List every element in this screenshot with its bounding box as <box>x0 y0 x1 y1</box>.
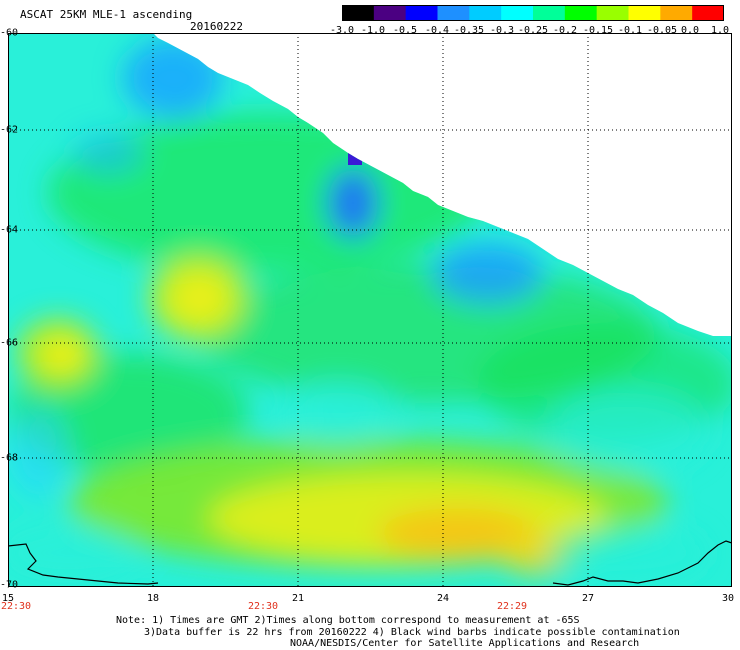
colorbar-tick: -3.0 <box>329 25 355 36</box>
lat-label: -70 <box>0 579 19 591</box>
colorbar-segment <box>501 5 534 21</box>
lat-label: -64 <box>0 224 19 236</box>
time-label: 22:30 <box>247 601 279 612</box>
lon-label: 30 <box>721 593 735 604</box>
footnote-line-2: 3)Data buffer is 22 hrs from 20160222 4)… <box>144 627 680 638</box>
footnote-line-1: Note: 1) Times are GMT 2)Times along bot… <box>116 615 580 626</box>
product-title: ASCAT 25KM MLE-1 ascending <box>20 8 193 21</box>
colorbar-tick: -0.1 <box>617 25 643 36</box>
colorbar-segment <box>692 5 724 21</box>
colorbar-tick: -0.2 <box>552 25 578 36</box>
colorbar-tick: -0.3 <box>489 25 515 36</box>
wind-field-map <box>8 33 732 587</box>
colorbar-segment <box>437 5 470 21</box>
lon-label: 15 <box>1 593 15 604</box>
colorbar-tick: -0.15 <box>582 25 614 36</box>
colorbar-segment <box>405 5 438 21</box>
scatterometer-swath <box>8 33 732 587</box>
time-label: 22:30 <box>0 601 32 612</box>
product-date: 20160222 <box>190 20 243 33</box>
colorbar-segment <box>533 5 566 21</box>
footnote-credit: NOAA/NESDIS/Center for Satellite Applica… <box>290 638 640 649</box>
colorbar-segment <box>342 5 375 21</box>
colorbar <box>342 5 724 21</box>
lon-label: 18 <box>146 593 160 604</box>
lat-label: -68 <box>0 452 19 464</box>
colorbar-segment <box>628 5 661 21</box>
colorbar-segment <box>469 5 502 21</box>
colorbar-tick: -1.0 <box>360 25 386 36</box>
lat-label: -62 <box>0 124 19 136</box>
time-label: 22:29 <box>496 601 528 612</box>
graticule <box>8 33 732 587</box>
colorbar-tick: -0.4 <box>424 25 450 36</box>
colorbar-tick: -0.05 <box>646 25 678 36</box>
colorbar-tick: 1.0 <box>710 25 730 36</box>
lon-label: 27 <box>581 593 595 604</box>
colorbar-segment <box>564 5 598 21</box>
coastline <box>8 540 732 586</box>
lon-label: 21 <box>291 593 305 604</box>
lon-label: 24 <box>436 593 450 604</box>
colorbar-tick: -0.25 <box>517 25 549 36</box>
lat-label: -66 <box>0 337 19 349</box>
colorbar-segment <box>373 5 407 21</box>
colorbar-segment <box>660 5 693 21</box>
colorbar-segment <box>596 5 629 21</box>
colorbar-tick: -0.35 <box>453 25 485 36</box>
lat-label: -60 <box>0 27 19 39</box>
colorbar-tick: -0.5 <box>392 25 418 36</box>
colorbar-tick: 0.0 <box>680 25 700 36</box>
